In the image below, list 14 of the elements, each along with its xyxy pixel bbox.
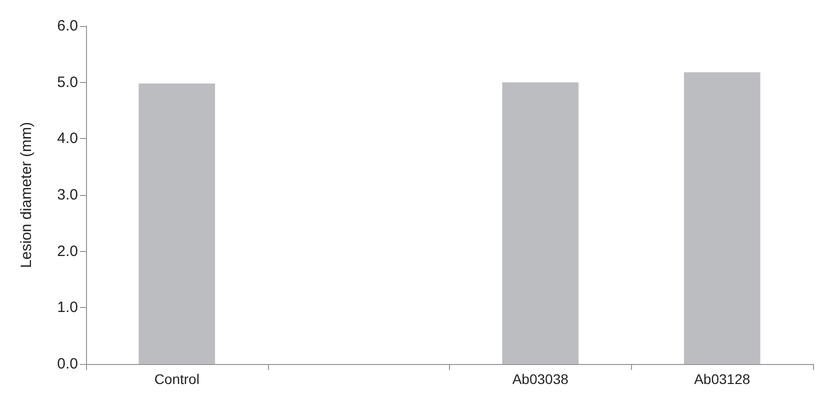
y-tick-label: 1.0	[57, 299, 78, 316]
x-tick-label: Ab03038	[512, 371, 569, 387]
bar	[684, 72, 760, 364]
y-tick-label: 5.0	[57, 74, 78, 91]
y-axis-title: Lesion diameter (mm)	[18, 122, 35, 268]
bar	[138, 83, 216, 364]
x-tick-label: Control	[154, 371, 200, 387]
y-tick-label: 2.0	[57, 242, 78, 260]
y-tick-label: 3.0	[57, 186, 78, 204]
x-tick-label: Ab03128	[694, 371, 750, 387]
bar	[502, 82, 579, 364]
y-tick-label: 4.0	[57, 130, 78, 148]
y-tick-label: 6.0	[57, 18, 78, 34]
y-tick-label: 0.0	[57, 356, 78, 372]
